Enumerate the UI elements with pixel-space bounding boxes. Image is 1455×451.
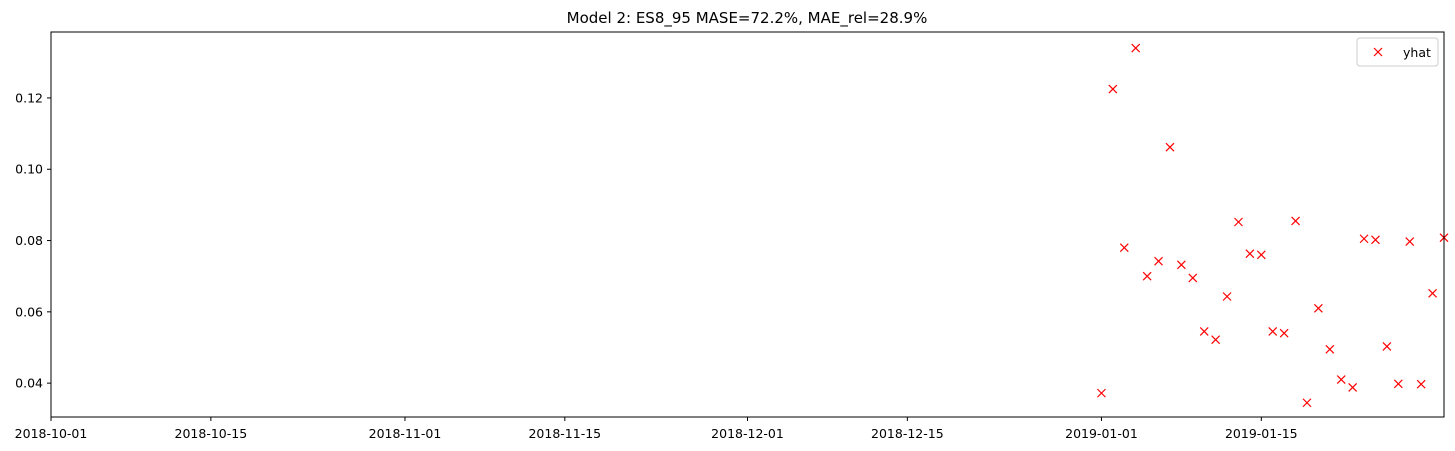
data-point: [1108, 84, 1118, 94]
x-tick-label: 2018-11-01: [369, 426, 442, 441]
data-point: [1154, 256, 1163, 266]
data-point: [1348, 382, 1358, 392]
data-point: [1428, 288, 1438, 298]
data-point: [1291, 216, 1300, 226]
data-point: [1279, 328, 1289, 338]
data-point: [1382, 341, 1392, 351]
data-point: [1245, 249, 1255, 259]
data-point: [1256, 250, 1266, 260]
data-point: [1313, 303, 1323, 313]
data-point: [1416, 379, 1426, 389]
data-points: [1097, 43, 1449, 408]
data-point: [1142, 271, 1152, 281]
y-axis: 0.04 0.06 0.08 0.10 0.12: [15, 90, 51, 391]
legend-x-marker: [1373, 47, 1383, 57]
chart-title: Model 2: ES8_95 MASE=72.2%, MAE_rel=28.9…: [567, 9, 928, 28]
plot-frame: [50, 31, 1445, 418]
data-point: [1211, 335, 1221, 345]
data-point: [1222, 292, 1232, 301]
data-point: [1188, 273, 1198, 283]
x-tick-label: 2018-10-15: [175, 426, 248, 441]
legend: yhat: [1356, 37, 1439, 67]
data-point: [1336, 375, 1346, 384]
y-tick-label: 0.12: [15, 90, 43, 105]
data-point: [1119, 243, 1129, 253]
x-tick-label: 2019-01-01: [1065, 426, 1138, 441]
data-point: [1302, 398, 1312, 408]
data-point: [1359, 234, 1369, 244]
y-tick-label: 0.10: [15, 162, 43, 177]
data-point: [1325, 344, 1335, 354]
data-point: [1176, 260, 1186, 270]
x-tick-label: 2018-12-15: [871, 426, 944, 441]
data-point: [1234, 217, 1243, 227]
data-point: [1097, 388, 1106, 398]
x-tick-label: 2018-11-15: [528, 426, 601, 441]
data-point: [1405, 237, 1415, 247]
data-point: [1165, 142, 1175, 152]
y-tick-label: 0.08: [15, 233, 43, 248]
legend-box: [1356, 37, 1439, 67]
x-tick-label: 2018-12-01: [711, 426, 784, 441]
x-tick-label: 2019-01-15: [1225, 426, 1298, 441]
data-point: [1268, 327, 1278, 336]
legend-label-yhat: yhat: [1403, 45, 1431, 60]
data-point: [1393, 379, 1403, 389]
y-tick-label: 0.04: [15, 376, 43, 391]
x-tick-label: 2018-10-01: [15, 426, 88, 441]
x-axis: 2018-10-01 2018-10-15 2018-11-01 2018-11-15…: [15, 417, 1298, 441]
data-point: [1371, 235, 1380, 245]
data-point: [1131, 43, 1141, 53]
data-point: [1199, 327, 1209, 336]
legend-marker-yhat: [1373, 47, 1383, 57]
y-tick-label: 0.06: [15, 304, 43, 319]
